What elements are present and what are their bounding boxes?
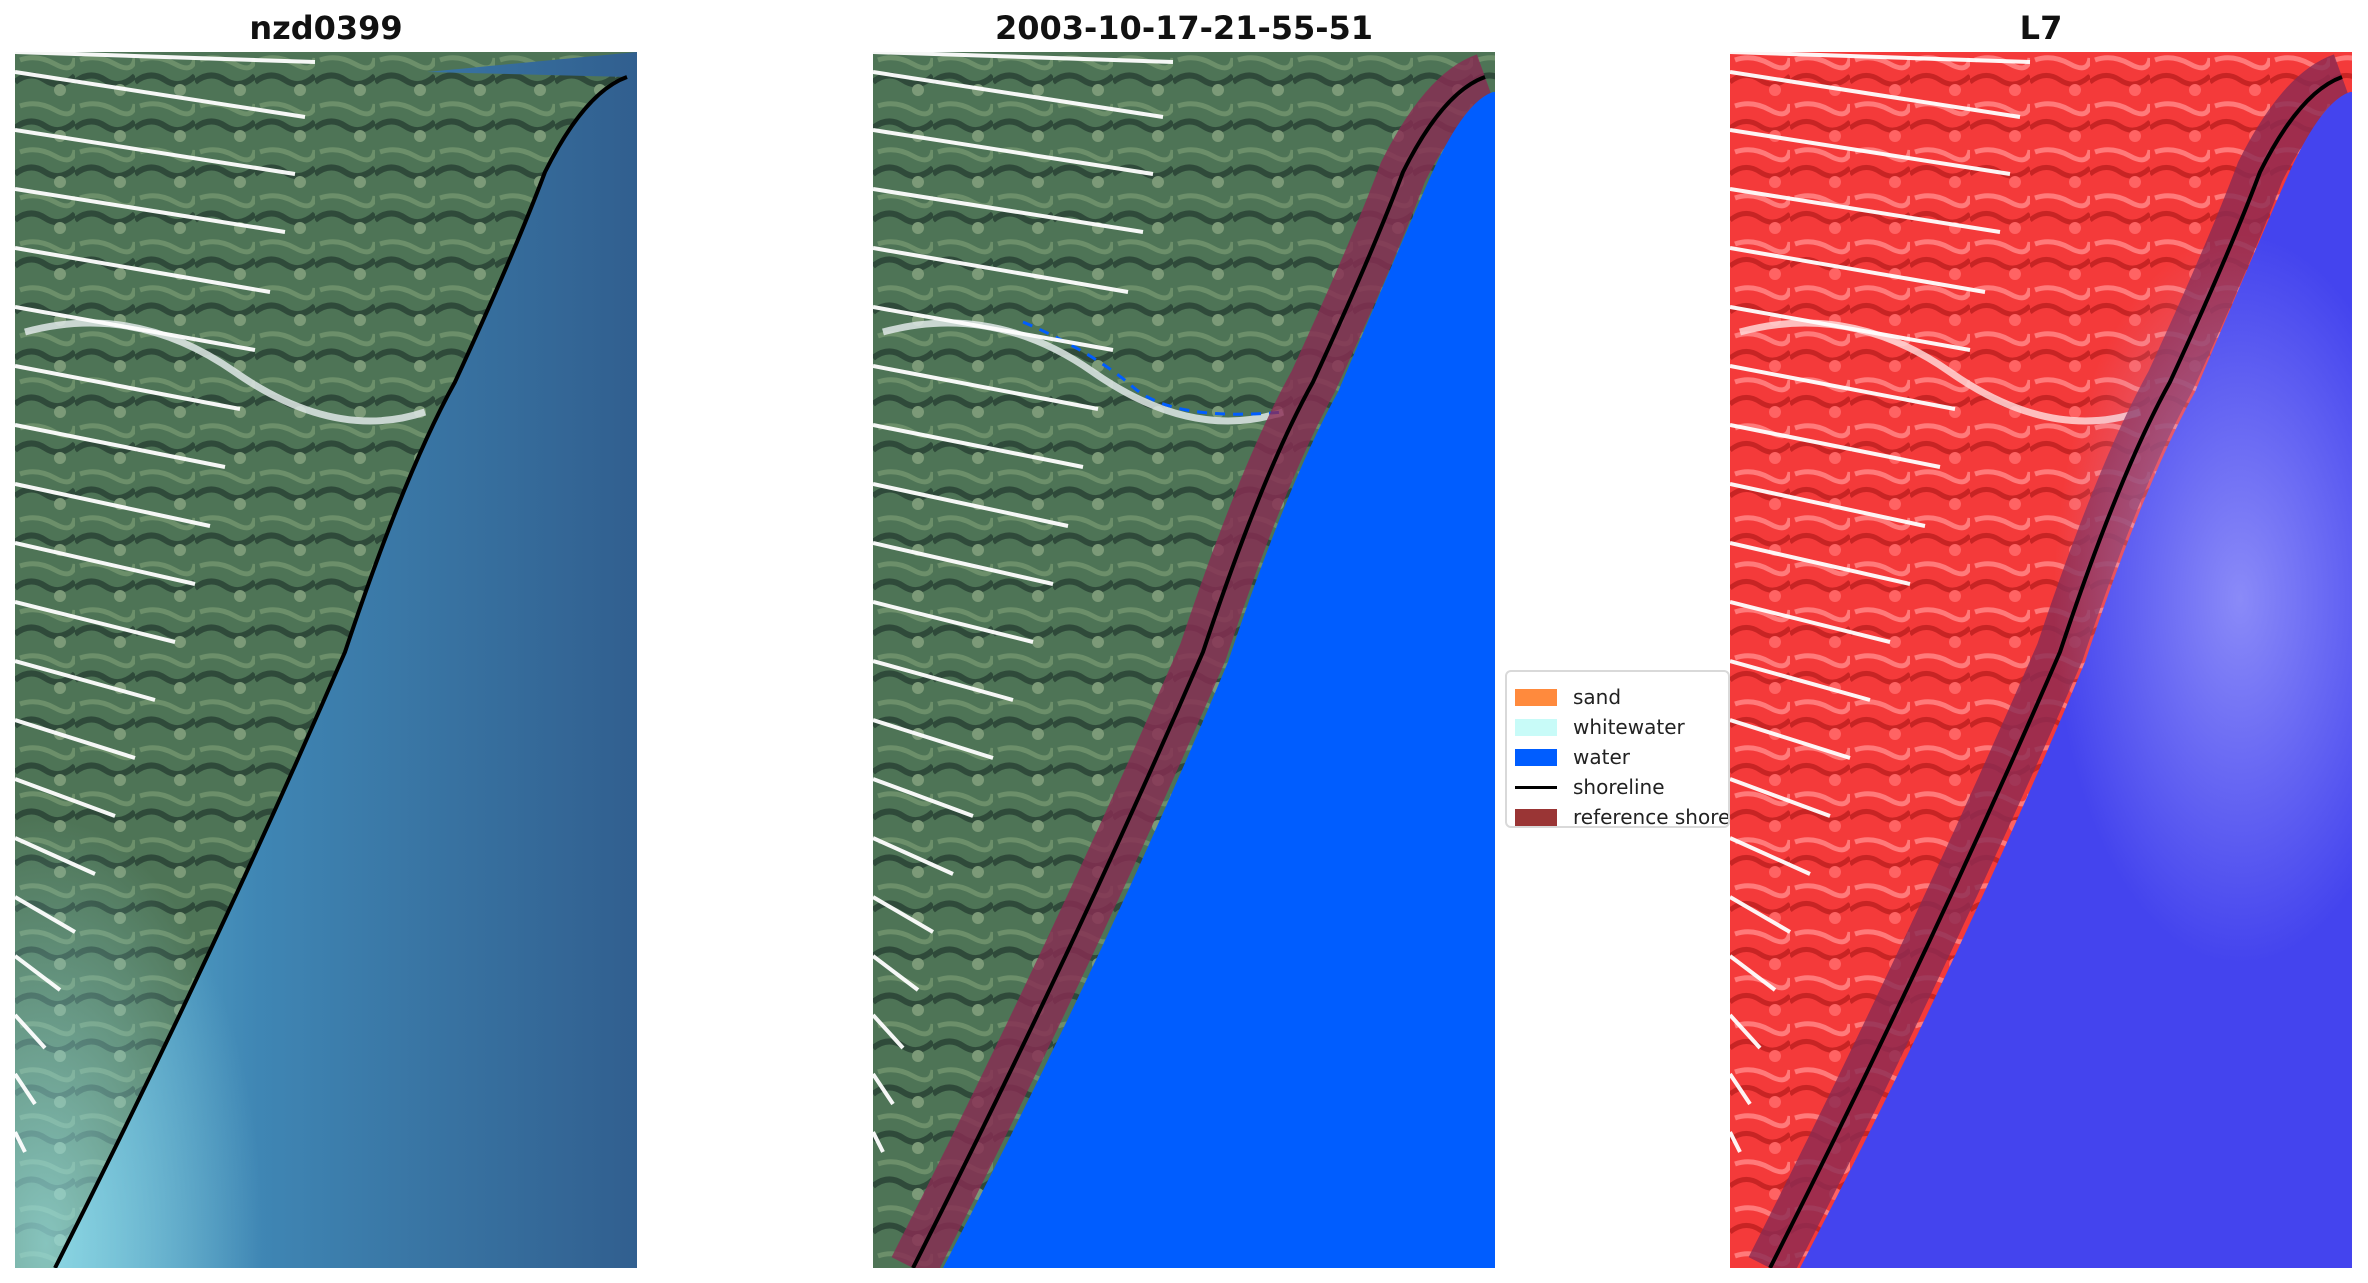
legend-label-sand: sand [1573, 685, 1622, 709]
legend-item-whitewater: whitewater [1507, 712, 1728, 742]
legend-item-sand: sand [1507, 682, 1728, 712]
rgb-image [15, 52, 637, 1268]
classified-water-area [943, 92, 1495, 1268]
panel-title-rgb: nzd0399 [249, 9, 403, 47]
cloud-haze [1730, 52, 2352, 1268]
shoreline-line [53, 75, 628, 1268]
legend-item-shoreline: shoreline [1507, 772, 1728, 802]
scan-line-gaps [1730, 52, 2031, 1153]
legend-label-water: water [1573, 745, 1630, 769]
legend-swatch-sand [1515, 689, 1557, 706]
panel-title-false-color: L7 [2019, 9, 2063, 47]
panel-title-classified: 2003-10-17-21-55-51 [994, 9, 1374, 47]
legend-item-reference-shoreline: reference shoreline [1507, 802, 1730, 828]
shoreline-line [1768, 75, 2343, 1268]
legend-label-reference-shoreline: reference shoreline [1573, 805, 1730, 828]
legend-item-water: water [1507, 742, 1728, 772]
legend-line-shoreline [1515, 786, 1557, 789]
shoreline-line [911, 75, 1486, 1268]
false-color-image [1730, 52, 2352, 1268]
legend-label-whitewater: whitewater [1573, 715, 1685, 739]
legend-swatch-water [1515, 749, 1557, 766]
legend-swatch-reference-shoreline [1515, 809, 1557, 826]
classified-image [873, 52, 1495, 1268]
rgb-image-panel [15, 52, 637, 1268]
legend-swatch-whitewater [1515, 719, 1557, 736]
legend: sand whitewater water shoreline referenc… [1505, 670, 1730, 828]
legend-label-shoreline: shoreline [1573, 775, 1665, 799]
scan-line-gaps [873, 52, 1174, 1153]
scan-line-gaps [15, 52, 316, 1153]
false-color-image-panel [1730, 52, 2352, 1268]
classified-image-panel [873, 52, 1495, 1268]
